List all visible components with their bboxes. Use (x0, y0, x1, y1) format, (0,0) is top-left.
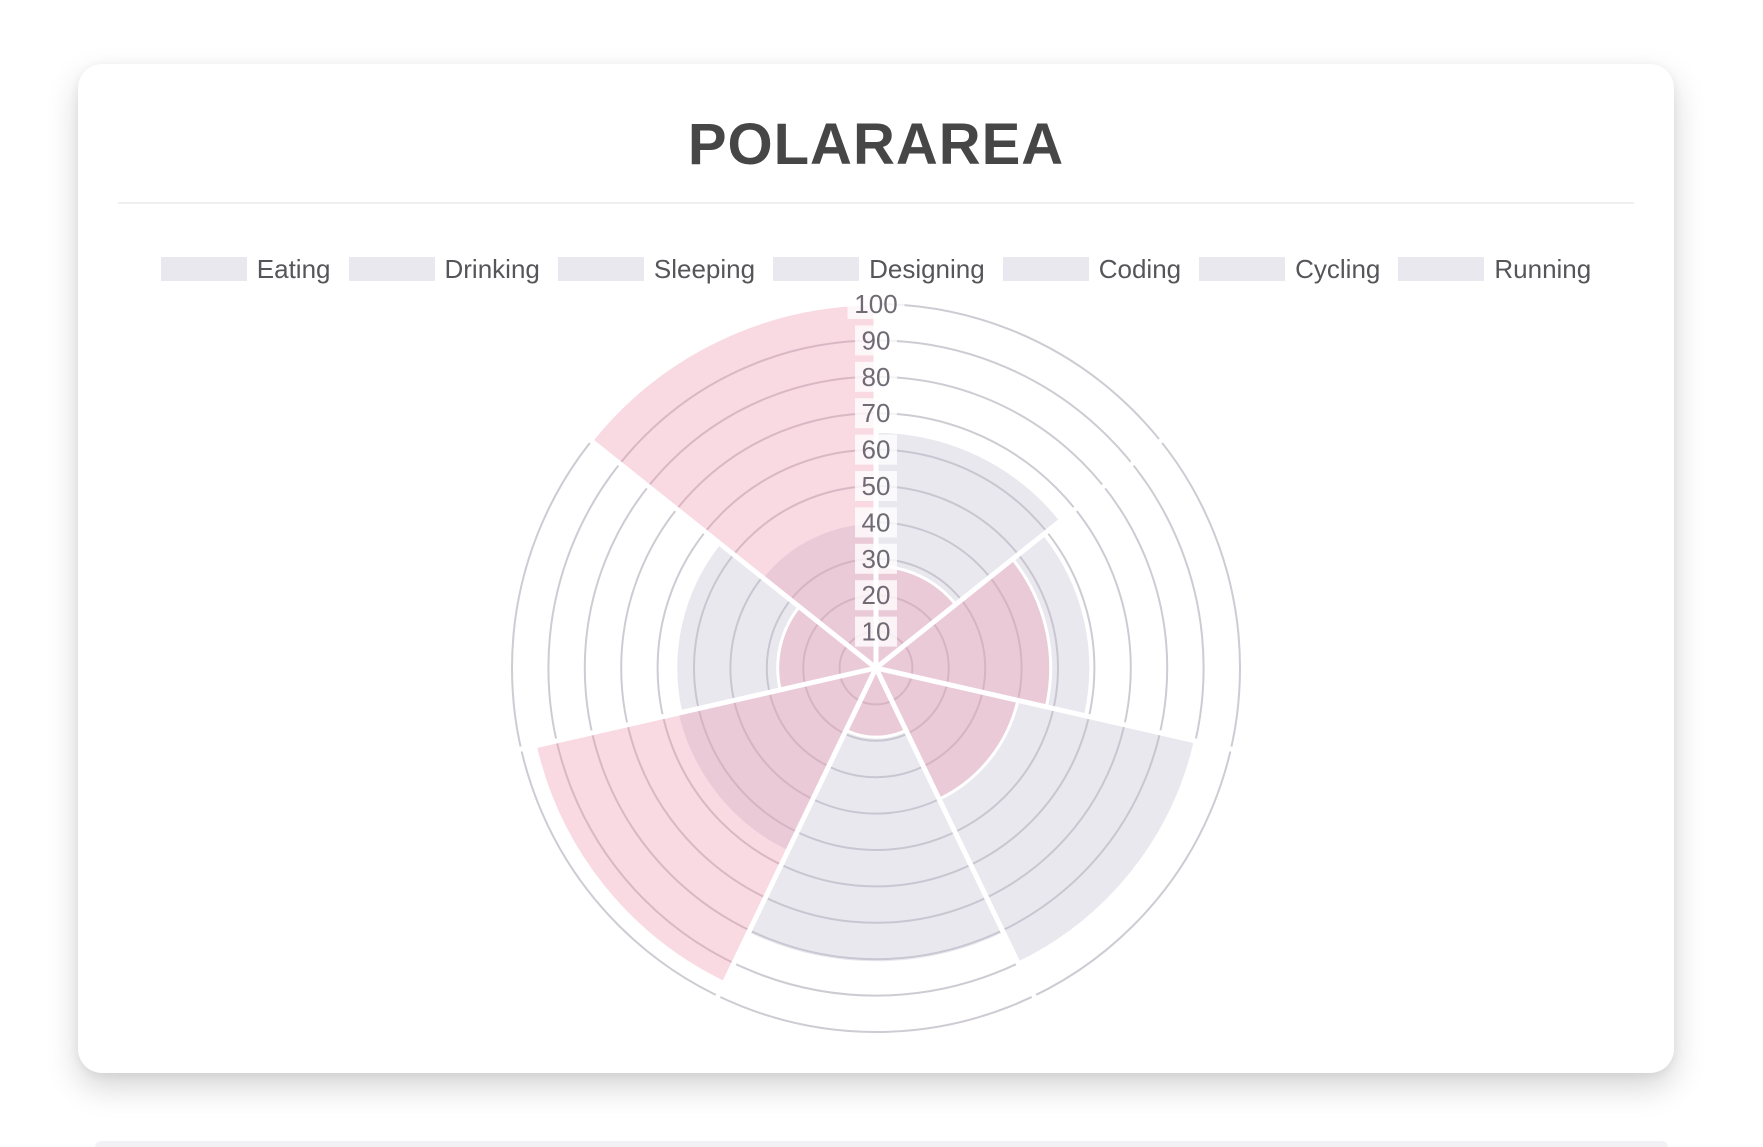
slice-gray-dataset-eating[interactable] (874, 429, 1063, 670)
legend-swatch (1002, 257, 1089, 282)
slice-pink-dataset-sleeping[interactable] (874, 666, 1020, 801)
legend-swatch (557, 257, 644, 282)
legend-label: Designing (869, 253, 985, 284)
slice-gray-dataset-cycling[interactable] (674, 541, 878, 714)
tick-backdrop (855, 361, 897, 392)
tick-backdrop (855, 434, 897, 465)
chart-area: 10 20 30 40 50 60 70 80 90 100 (496, 288, 1256, 1048)
legend-swatch (773, 257, 860, 282)
legend-swatch (160, 257, 247, 282)
tick-backdrop (855, 471, 897, 501)
chart-legend: Eating Drinking Sleeping Designing Coding Cyc… (78, 254, 1674, 285)
slice-gray-dataset-coding[interactable] (675, 666, 878, 854)
legend-item-running[interactable]: Running (1398, 254, 1591, 285)
slice-pink-dataset-cycling[interactable] (776, 605, 878, 692)
sector-separator (714, 666, 879, 1001)
tick-label-10: 10 (862, 617, 891, 647)
tick-backdrop (855, 543, 897, 574)
legend-label: Drinking (444, 253, 540, 284)
tick-backdrop (855, 580, 897, 611)
tick-label-70: 70 (862, 398, 891, 428)
sector-separator (874, 436, 1166, 670)
slice-gray-dataset-designing[interactable] (746, 666, 1006, 965)
tick-label-20: 20 (862, 580, 891, 610)
slice-pink-dataset-running[interactable] (589, 302, 878, 670)
title-divider (118, 201, 1634, 204)
tick-backdrop (855, 616, 897, 647)
sector-separator (516, 665, 877, 753)
legend-item-coding[interactable]: Coding (1002, 253, 1182, 285)
legend-label: Sleeping (653, 253, 756, 284)
legend-swatch (348, 257, 435, 282)
legend-label: Eating (256, 253, 331, 284)
legend-item-eating[interactable]: Eating (160, 253, 331, 285)
chart-card: POLARAREA Eating Drinking Sleeping Designin… (78, 64, 1674, 1073)
legend-label: Running (1494, 253, 1592, 284)
tick-label-40: 40 (862, 507, 891, 537)
legend-label: Cycling (1295, 253, 1381, 284)
legend-item-drinking[interactable]: Drinking (348, 253, 540, 285)
slice-pink-dataset-coding[interactable] (533, 666, 878, 985)
tick-label-100: 100 (854, 289, 897, 319)
tick-label-30: 30 (862, 544, 891, 574)
tick-backdrop (855, 325, 897, 356)
sector-separator (873, 666, 1038, 1001)
legend-item-sleeping[interactable]: Sleeping (557, 253, 756, 285)
tick-backdrop (847, 289, 905, 319)
legend-swatch (1199, 257, 1286, 282)
sector-separator (586, 436, 878, 670)
chart-title: POLARAREA (687, 112, 1065, 177)
sector-separator (875, 665, 1236, 753)
polar-area-chart[interactable]: 10 20 30 40 50 60 70 80 90 100 (496, 288, 1256, 1048)
tick-backdrop (855, 507, 897, 538)
tick-backdrop (855, 398, 897, 429)
slice-pink-dataset-drinking[interactable] (874, 557, 1053, 709)
slice-gray-dataset-drinking[interactable] (874, 532, 1093, 718)
next-section-top-edge (95, 1141, 1668, 1147)
legend-label: Coding (1098, 253, 1182, 284)
tick-label-90: 90 (862, 325, 891, 355)
legend-swatch (1398, 257, 1485, 282)
legend-item-cycling[interactable]: Cycling (1199, 254, 1380, 285)
tick-label-60: 60 (862, 435, 891, 465)
tick-label-80: 80 (862, 362, 891, 392)
legend-item-designing[interactable]: Designing (773, 254, 985, 285)
tick-label-50: 50 (862, 471, 891, 501)
slice-gray-dataset-sleeping[interactable] (874, 666, 1197, 965)
